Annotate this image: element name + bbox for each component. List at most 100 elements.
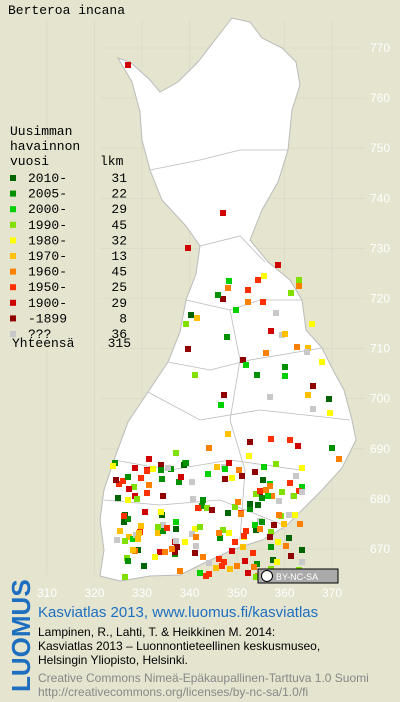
observation (245, 287, 251, 293)
license-line: Creative Commons Nimeä-Epäkaupallinen-Ta… (38, 671, 369, 685)
badge-text: BY-NC-SA (276, 572, 318, 582)
observation (194, 315, 200, 321)
observation (192, 526, 198, 532)
legend-swatch (10, 315, 16, 322)
observation (243, 362, 249, 368)
observation (304, 349, 310, 355)
observation (295, 443, 301, 449)
observation (247, 501, 253, 507)
observation (189, 531, 195, 537)
legend-heading: havainnon (10, 139, 80, 154)
observation (158, 467, 164, 473)
observation (126, 486, 132, 492)
legend-swatch (10, 331, 16, 337)
grid-y-label: 680 (370, 492, 390, 506)
badge-box (257, 568, 339, 584)
grid-x-label: 350 (227, 586, 247, 600)
observation (305, 392, 311, 398)
observation (281, 521, 287, 527)
observation (220, 210, 226, 216)
observation (146, 482, 152, 488)
legend-label: 1960- (28, 265, 67, 280)
legend-heading: vuosi (10, 154, 49, 169)
observation (224, 334, 230, 340)
observation (287, 437, 293, 443)
observation (189, 479, 195, 485)
observation (257, 488, 263, 494)
legend-count: 29 (111, 202, 127, 217)
observation (310, 406, 316, 412)
observation (155, 530, 161, 536)
observation (200, 497, 206, 503)
observation (190, 496, 196, 502)
observation (267, 394, 273, 400)
legend-count: 13 (111, 249, 127, 264)
observation (144, 468, 150, 474)
observation (185, 346, 191, 352)
observation (235, 499, 241, 505)
observation (299, 465, 305, 471)
observation (270, 557, 276, 563)
citation-line: Kasviatlas 2013 – Luonnontieteellinen ke… (38, 639, 320, 653)
observation (273, 310, 279, 316)
observation (254, 372, 260, 378)
legend-label: 1900- (28, 296, 67, 311)
observation (319, 359, 325, 365)
observation (193, 543, 199, 549)
observation (125, 558, 131, 564)
observation (326, 396, 332, 402)
observation (160, 528, 166, 534)
observation (169, 546, 175, 552)
observation (116, 481, 122, 487)
observation (336, 456, 342, 462)
observation (239, 473, 245, 479)
observation (286, 535, 292, 541)
legend-label: 2005- (28, 187, 67, 202)
observation (229, 475, 235, 481)
observation (141, 563, 147, 569)
observation (275, 262, 281, 268)
observation (265, 493, 271, 499)
observation (242, 558, 248, 564)
observation (282, 373, 288, 379)
observation (268, 529, 274, 535)
observation (263, 487, 269, 493)
observation (134, 496, 140, 502)
observation (125, 62, 131, 68)
observation (288, 553, 294, 559)
observation (217, 535, 223, 541)
observation (122, 574, 128, 580)
observation (174, 544, 180, 550)
legend-label: 1970- (28, 249, 67, 264)
observation (246, 453, 252, 459)
observation (226, 460, 232, 466)
observation (259, 495, 265, 501)
observation (279, 489, 285, 495)
observation (327, 410, 333, 416)
observation (245, 570, 251, 576)
observation (155, 524, 161, 530)
observation (162, 549, 168, 555)
observation (130, 547, 136, 553)
logo: LUOMUS (6, 579, 36, 692)
legend-swatch (10, 237, 16, 244)
observation (176, 479, 182, 485)
grid-x-label: 340 (179, 586, 199, 600)
title: Berteroa incana (8, 3, 125, 18)
observation (130, 536, 136, 542)
grid-y-label: 740 (370, 191, 390, 205)
license-badge: BY-NC-SA (257, 568, 339, 584)
observation (267, 483, 273, 489)
observation (165, 465, 171, 471)
observation (299, 489, 305, 495)
footer: Lampinen, R., Lahti, T. & Heikkinen M. 2… (38, 625, 369, 699)
grid-x-label: 360 (274, 586, 294, 600)
observation (216, 530, 222, 536)
observation (252, 469, 258, 475)
legend-label: -1899 (28, 311, 67, 326)
observation (218, 402, 224, 408)
legend-count: 45 (111, 218, 127, 233)
observation (273, 461, 279, 467)
observation (160, 522, 166, 528)
